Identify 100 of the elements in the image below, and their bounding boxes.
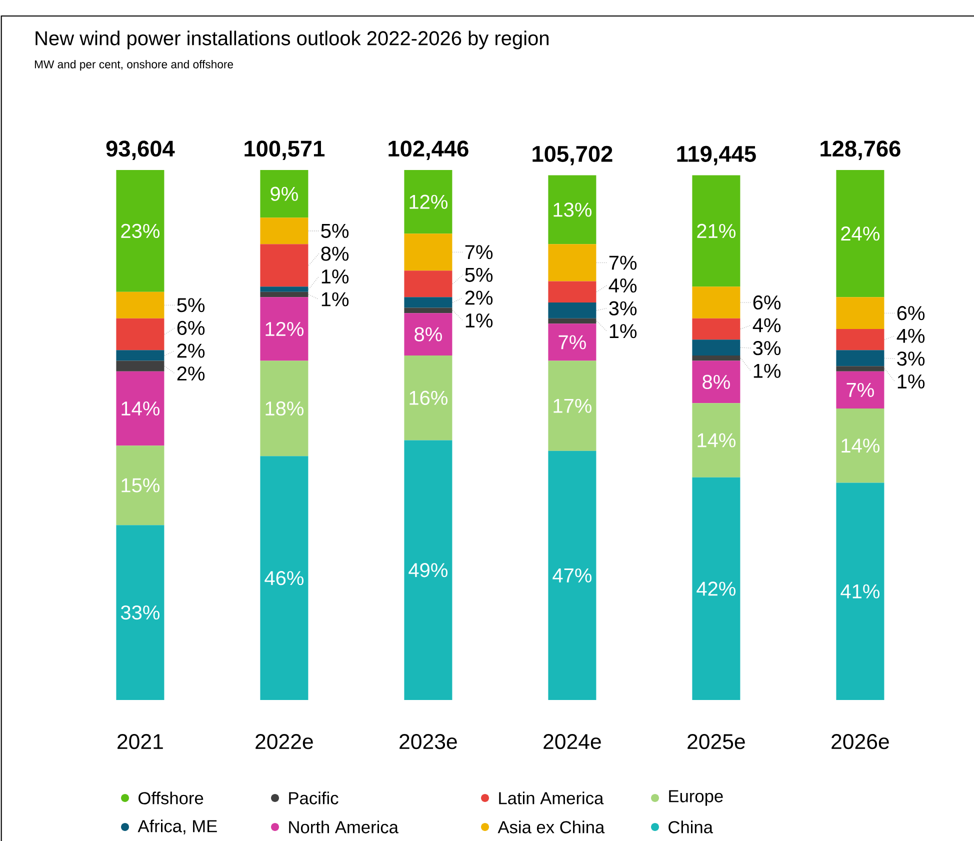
- bar: [116, 360, 164, 372]
- bar: [116, 525, 164, 700]
- bar: [548, 360, 596, 451]
- data-label: 9%: [270, 186, 298, 201]
- bar: [260, 456, 308, 700]
- legend-label: Pacific: [289, 792, 338, 804]
- data-label: 3%: [609, 301, 637, 316]
- bar: [836, 170, 884, 298]
- bar: [692, 403, 740, 478]
- bar: [260, 292, 308, 298]
- data-label: 1%: [466, 314, 493, 328]
- data-label: 24%: [841, 226, 880, 241]
- data-label: 4%: [608, 278, 637, 293]
- chart-title: New wind power installations outlook 2022-2026 by region: [36, 30, 548, 50]
- data-label: 14%: [122, 402, 160, 416]
- bar: [692, 286, 740, 318]
- data-label: 8%: [702, 374, 730, 390]
- data-label: 2%: [177, 344, 205, 358]
- data-label: 6%: [177, 320, 205, 335]
- bar: [836, 328, 884, 350]
- bar: [692, 175, 740, 287]
- data-label: 42%: [696, 582, 736, 596]
- data-label: 1%: [322, 292, 349, 306]
- x-tick-label: 2022e: [256, 734, 313, 750]
- annotation: 128,766: [820, 140, 900, 160]
- bar: [404, 170, 452, 234]
- data-label: 14%: [842, 438, 880, 453]
- annotation: 93,604: [106, 140, 175, 160]
- data-label: 1%: [322, 270, 349, 284]
- data-label: 7%: [846, 382, 874, 397]
- bar: [548, 302, 596, 318]
- data-label: 12%: [410, 194, 448, 209]
- data-label: 21%: [697, 224, 736, 238]
- bar: [260, 360, 308, 456]
- bar: [836, 366, 884, 372]
- legend-label: Africa, ME: [138, 820, 217, 834]
- legend-label: North America: [289, 820, 398, 834]
- bar: [404, 270, 452, 298]
- data-label: 5%: [321, 224, 349, 238]
- bar: [260, 244, 308, 287]
- data-label: 7%: [558, 335, 586, 350]
- bar: [404, 313, 452, 356]
- x-tick-label: 2021: [118, 734, 163, 750]
- annotation: 119,445: [677, 146, 756, 166]
- data-label: 7%: [465, 245, 493, 260]
- bar: [260, 170, 308, 218]
- legend-label: Asia ex China: [498, 820, 605, 834]
- legend-label: Europe: [669, 790, 723, 806]
- x-tick-label: 2023e: [400, 734, 457, 750]
- x-tick-label: 2025e: [688, 734, 745, 750]
- data-label: 12%: [266, 322, 304, 336]
- data-label: 46%: [264, 571, 304, 586]
- data-label: 6%: [897, 306, 925, 320]
- bar: [548, 175, 596, 244]
- data-label: 6%: [753, 295, 781, 310]
- bar: [836, 371, 884, 408]
- x-tick-label: 2024e: [544, 734, 601, 750]
- bar: [692, 318, 740, 340]
- bar: [260, 286, 308, 292]
- data-label: 4%: [752, 318, 781, 332]
- data-label: 2%: [465, 290, 493, 305]
- annotation: 102,446: [388, 140, 468, 160]
- legend-label: China: [668, 820, 713, 834]
- bar: [116, 446, 164, 526]
- bar: [116, 292, 164, 318]
- data-label: 13%: [554, 202, 592, 217]
- x-tick-label: 2026e: [832, 734, 889, 750]
- bar: [548, 281, 596, 302]
- bar: [836, 408, 884, 483]
- data-label: 23%: [121, 224, 160, 238]
- bar: [404, 355, 452, 440]
- data-label: 3%: [753, 340, 781, 356]
- bar: [548, 324, 596, 361]
- data-label: 18%: [266, 401, 304, 416]
- data-label: 41%: [840, 584, 880, 598]
- bar: [836, 297, 884, 329]
- bar: [548, 244, 596, 282]
- data-label: 4%: [896, 328, 925, 343]
- bar: [404, 234, 452, 271]
- data-label: 1%: [754, 364, 781, 378]
- data-label: 1%: [898, 374, 925, 388]
- annotation: 100,571: [244, 140, 325, 160]
- data-label: 5%: [177, 298, 205, 312]
- bar: [836, 482, 884, 700]
- bar: [548, 318, 596, 324]
- data-label: 14%: [698, 433, 736, 448]
- bar: [116, 350, 164, 361]
- legend-label: Offshore: [138, 792, 204, 804]
- data-label: 2%: [177, 366, 205, 381]
- bar: [404, 297, 452, 308]
- annotation: 105,702: [532, 146, 612, 166]
- bar: [116, 318, 164, 350]
- bar: [116, 371, 164, 446]
- chart-subtitle: MW and per cent, onshore and offshore: [34, 60, 234, 71]
- bar: [116, 170, 164, 292]
- bar: [836, 350, 884, 366]
- bar: [404, 308, 452, 314]
- data-label: 47%: [552, 568, 592, 582]
- bar: [260, 218, 308, 244]
- data-label: 17%: [554, 398, 592, 413]
